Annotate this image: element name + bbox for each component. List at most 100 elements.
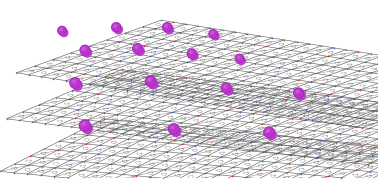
Point bbox=[115, 77, 121, 80]
Point bbox=[144, 71, 150, 74]
Point bbox=[339, 160, 345, 163]
Point bbox=[366, 127, 372, 130]
Point bbox=[147, 36, 153, 39]
Point bbox=[370, 109, 376, 112]
Point bbox=[218, 156, 224, 159]
Point bbox=[178, 121, 184, 124]
Point bbox=[116, 40, 122, 43]
Point bbox=[321, 139, 327, 142]
Point bbox=[343, 48, 349, 51]
Point bbox=[72, 117, 78, 120]
Point bbox=[63, 79, 69, 82]
Point bbox=[209, 65, 215, 68]
Point bbox=[81, 160, 87, 163]
Circle shape bbox=[80, 45, 90, 55]
Point bbox=[232, 31, 238, 33]
Point bbox=[352, 116, 358, 119]
Point bbox=[288, 49, 294, 52]
Point bbox=[316, 138, 322, 141]
Point bbox=[37, 174, 43, 177]
Circle shape bbox=[165, 25, 174, 34]
Point bbox=[203, 73, 209, 76]
Point bbox=[291, 145, 297, 148]
Point bbox=[239, 41, 245, 44]
Point bbox=[287, 89, 293, 92]
Point bbox=[201, 35, 208, 38]
Point bbox=[130, 80, 136, 83]
Point bbox=[214, 37, 220, 40]
Point bbox=[276, 47, 282, 50]
Point bbox=[59, 115, 65, 118]
Point bbox=[322, 121, 328, 124]
Point bbox=[337, 57, 343, 60]
Circle shape bbox=[112, 23, 121, 32]
Point bbox=[307, 61, 313, 64]
Point bbox=[330, 140, 336, 143]
Point bbox=[180, 85, 186, 88]
Point bbox=[153, 118, 159, 121]
Point bbox=[263, 45, 269, 48]
Point bbox=[128, 78, 134, 81]
Point bbox=[82, 91, 88, 94]
Point bbox=[244, 33, 250, 36]
Point bbox=[127, 115, 133, 118]
Point bbox=[94, 129, 100, 132]
Point bbox=[270, 96, 276, 99]
Point bbox=[135, 165, 141, 168]
Point bbox=[257, 53, 263, 56]
Point bbox=[311, 129, 317, 132]
Point bbox=[119, 68, 125, 71]
Point bbox=[229, 175, 235, 178]
Point bbox=[222, 129, 228, 132]
Point bbox=[350, 78, 356, 81]
Point bbox=[81, 73, 87, 76]
Point bbox=[252, 62, 258, 65]
Point bbox=[324, 184, 330, 185]
Point bbox=[153, 131, 159, 134]
Point bbox=[148, 74, 154, 77]
Point bbox=[80, 53, 86, 56]
Point bbox=[157, 73, 163, 76]
Point bbox=[202, 172, 208, 175]
Point bbox=[155, 84, 161, 87]
Point bbox=[208, 27, 214, 30]
Point bbox=[356, 153, 362, 156]
Point bbox=[220, 28, 226, 31]
Point bbox=[288, 144, 294, 147]
Point bbox=[245, 52, 251, 55]
Point bbox=[350, 59, 356, 62]
Point bbox=[190, 162, 196, 165]
Point bbox=[113, 127, 119, 130]
Point bbox=[158, 19, 164, 22]
Point bbox=[299, 164, 305, 166]
Point bbox=[346, 143, 352, 146]
Point bbox=[138, 139, 144, 142]
Point bbox=[223, 105, 229, 108]
Point bbox=[107, 130, 113, 133]
Point bbox=[88, 110, 94, 113]
Point bbox=[129, 61, 135, 64]
Point bbox=[135, 53, 141, 56]
Point bbox=[147, 176, 153, 179]
Point bbox=[248, 109, 254, 112]
Point bbox=[50, 77, 56, 80]
Point bbox=[364, 118, 370, 121]
Point bbox=[250, 112, 256, 115]
Point bbox=[244, 93, 250, 96]
Point bbox=[191, 123, 197, 126]
Point bbox=[290, 136, 296, 139]
Point bbox=[112, 136, 118, 139]
Point bbox=[75, 108, 81, 111]
Point bbox=[204, 92, 210, 95]
Point bbox=[106, 172, 112, 175]
Circle shape bbox=[171, 126, 174, 129]
Point bbox=[99, 66, 105, 69]
Point bbox=[173, 78, 179, 81]
Point bbox=[101, 111, 107, 114]
Circle shape bbox=[266, 130, 276, 140]
Point bbox=[289, 68, 295, 71]
Point bbox=[53, 96, 59, 99]
Point bbox=[78, 178, 84, 181]
Point bbox=[326, 166, 332, 169]
Point bbox=[235, 83, 241, 86]
